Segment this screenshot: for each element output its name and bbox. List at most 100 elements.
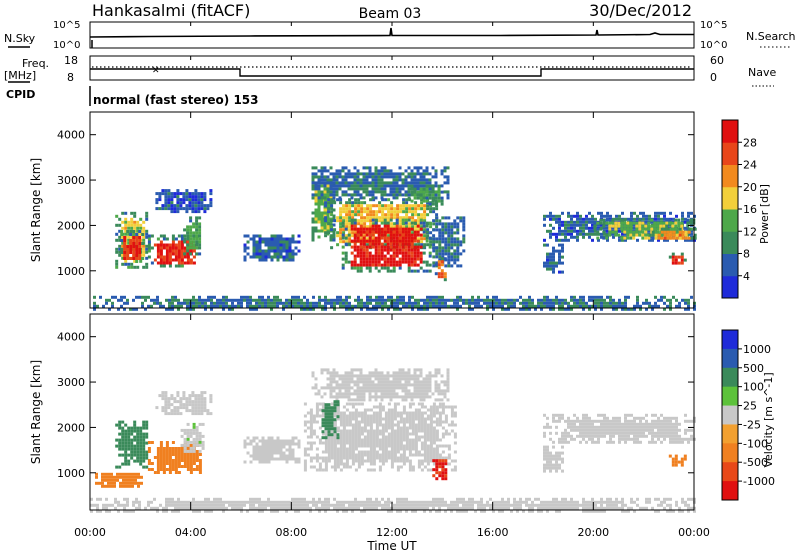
echo-cell (350, 386, 354, 390)
echo-cell (420, 298, 423, 302)
echo-cell (570, 235, 573, 239)
echo-cell (540, 304, 543, 308)
echo-cell (359, 242, 363, 246)
echo-cell (342, 432, 346, 436)
echo-cell (341, 181, 345, 185)
echo-cell (174, 450, 178, 453)
echo-cell (444, 246, 448, 250)
echo-cell (306, 420, 310, 424)
echo-cell (381, 462, 385, 466)
echo-cell (273, 448, 277, 452)
echo-cell (179, 207, 183, 211)
echo-cell (558, 252, 561, 256)
echo-cell (133, 459, 137, 463)
echo-cell (303, 462, 307, 466)
echo-cell (314, 184, 318, 188)
echo-cell (453, 432, 457, 436)
echo-cell (413, 254, 417, 258)
echo-cell (372, 307, 375, 311)
echo-cell (142, 235, 146, 239)
echo-cell (368, 380, 372, 384)
echo-cell (411, 414, 415, 418)
echo-cell (381, 441, 385, 445)
echo-cell (410, 233, 414, 237)
echo-cell (203, 406, 207, 410)
echo-cell (311, 211, 315, 215)
echo-cell (115, 214, 119, 218)
echo-cell (197, 201, 201, 205)
echo-cell (440, 272, 444, 276)
echo-cell (182, 198, 186, 202)
echo-cell (368, 395, 372, 399)
echo-cell (651, 238, 654, 242)
echo-cell (411, 219, 415, 223)
echo-cell (344, 386, 348, 390)
echo-cell (377, 181, 381, 185)
echo-cell (378, 429, 382, 433)
echo-cell (228, 298, 231, 302)
echo-cell (377, 172, 381, 176)
echo-cell (446, 181, 450, 185)
echo-cell (381, 295, 384, 299)
echo-cell (252, 237, 256, 241)
echo-cell (357, 444, 361, 448)
echo-cell (360, 219, 364, 223)
echo-cell (365, 233, 369, 237)
velocity-echo-region (155, 391, 213, 416)
echo-cell (356, 395, 360, 399)
echo-cell (142, 250, 146, 254)
echo-cell (348, 201, 352, 205)
echo-cell (588, 217, 591, 221)
echo-cell (593, 221, 597, 225)
echo-cell (345, 402, 349, 406)
echo-cell (357, 295, 360, 299)
echo-cell (314, 226, 318, 230)
echo-cell (297, 442, 301, 446)
echo-cell (162, 304, 165, 308)
echo-cell (339, 198, 343, 202)
echo-cell (425, 181, 429, 185)
echo-cell (396, 423, 400, 427)
echo-cell (477, 298, 480, 302)
echo-cell (612, 232, 615, 236)
echo-cell (600, 214, 603, 218)
echo-cell (417, 228, 421, 232)
echo-cell (159, 255, 163, 259)
echo-cell (380, 233, 384, 237)
echo-cell (405, 459, 409, 463)
echo-cell (402, 423, 406, 427)
echo-cell (447, 258, 451, 262)
echo-cell (395, 175, 399, 179)
echo-cell (401, 221, 405, 225)
echo-cell (332, 175, 336, 179)
echo-cell (351, 444, 355, 448)
echo-cell (414, 304, 417, 308)
echo-cell (347, 371, 351, 375)
echo-cell (404, 175, 408, 179)
echo-cell (432, 402, 436, 406)
echo-cell (372, 420, 376, 424)
echo-cell (686, 221, 690, 225)
echo-cell (338, 377, 342, 381)
echo-cell (411, 210, 415, 214)
echo-cell (189, 431, 193, 435)
echo-cell (365, 178, 369, 182)
echo-cell (594, 229, 597, 233)
echo-cell (413, 257, 417, 261)
echo-cell (350, 175, 354, 179)
echo-cell (336, 462, 340, 466)
echo-cell (687, 298, 690, 302)
echo-cell (405, 429, 409, 433)
echo-cell (486, 304, 489, 308)
echo-cell (378, 402, 382, 406)
echo-cell (407, 266, 411, 270)
echo-cell (291, 451, 295, 455)
echo-cell (180, 447, 184, 450)
echo-cell (422, 221, 426, 225)
echo-cell (402, 435, 406, 439)
echo-cell (396, 441, 400, 445)
echo-cell (141, 233, 145, 236)
echo-cell (456, 231, 460, 235)
echo-cell (291, 249, 295, 253)
echo-cell (386, 169, 390, 173)
